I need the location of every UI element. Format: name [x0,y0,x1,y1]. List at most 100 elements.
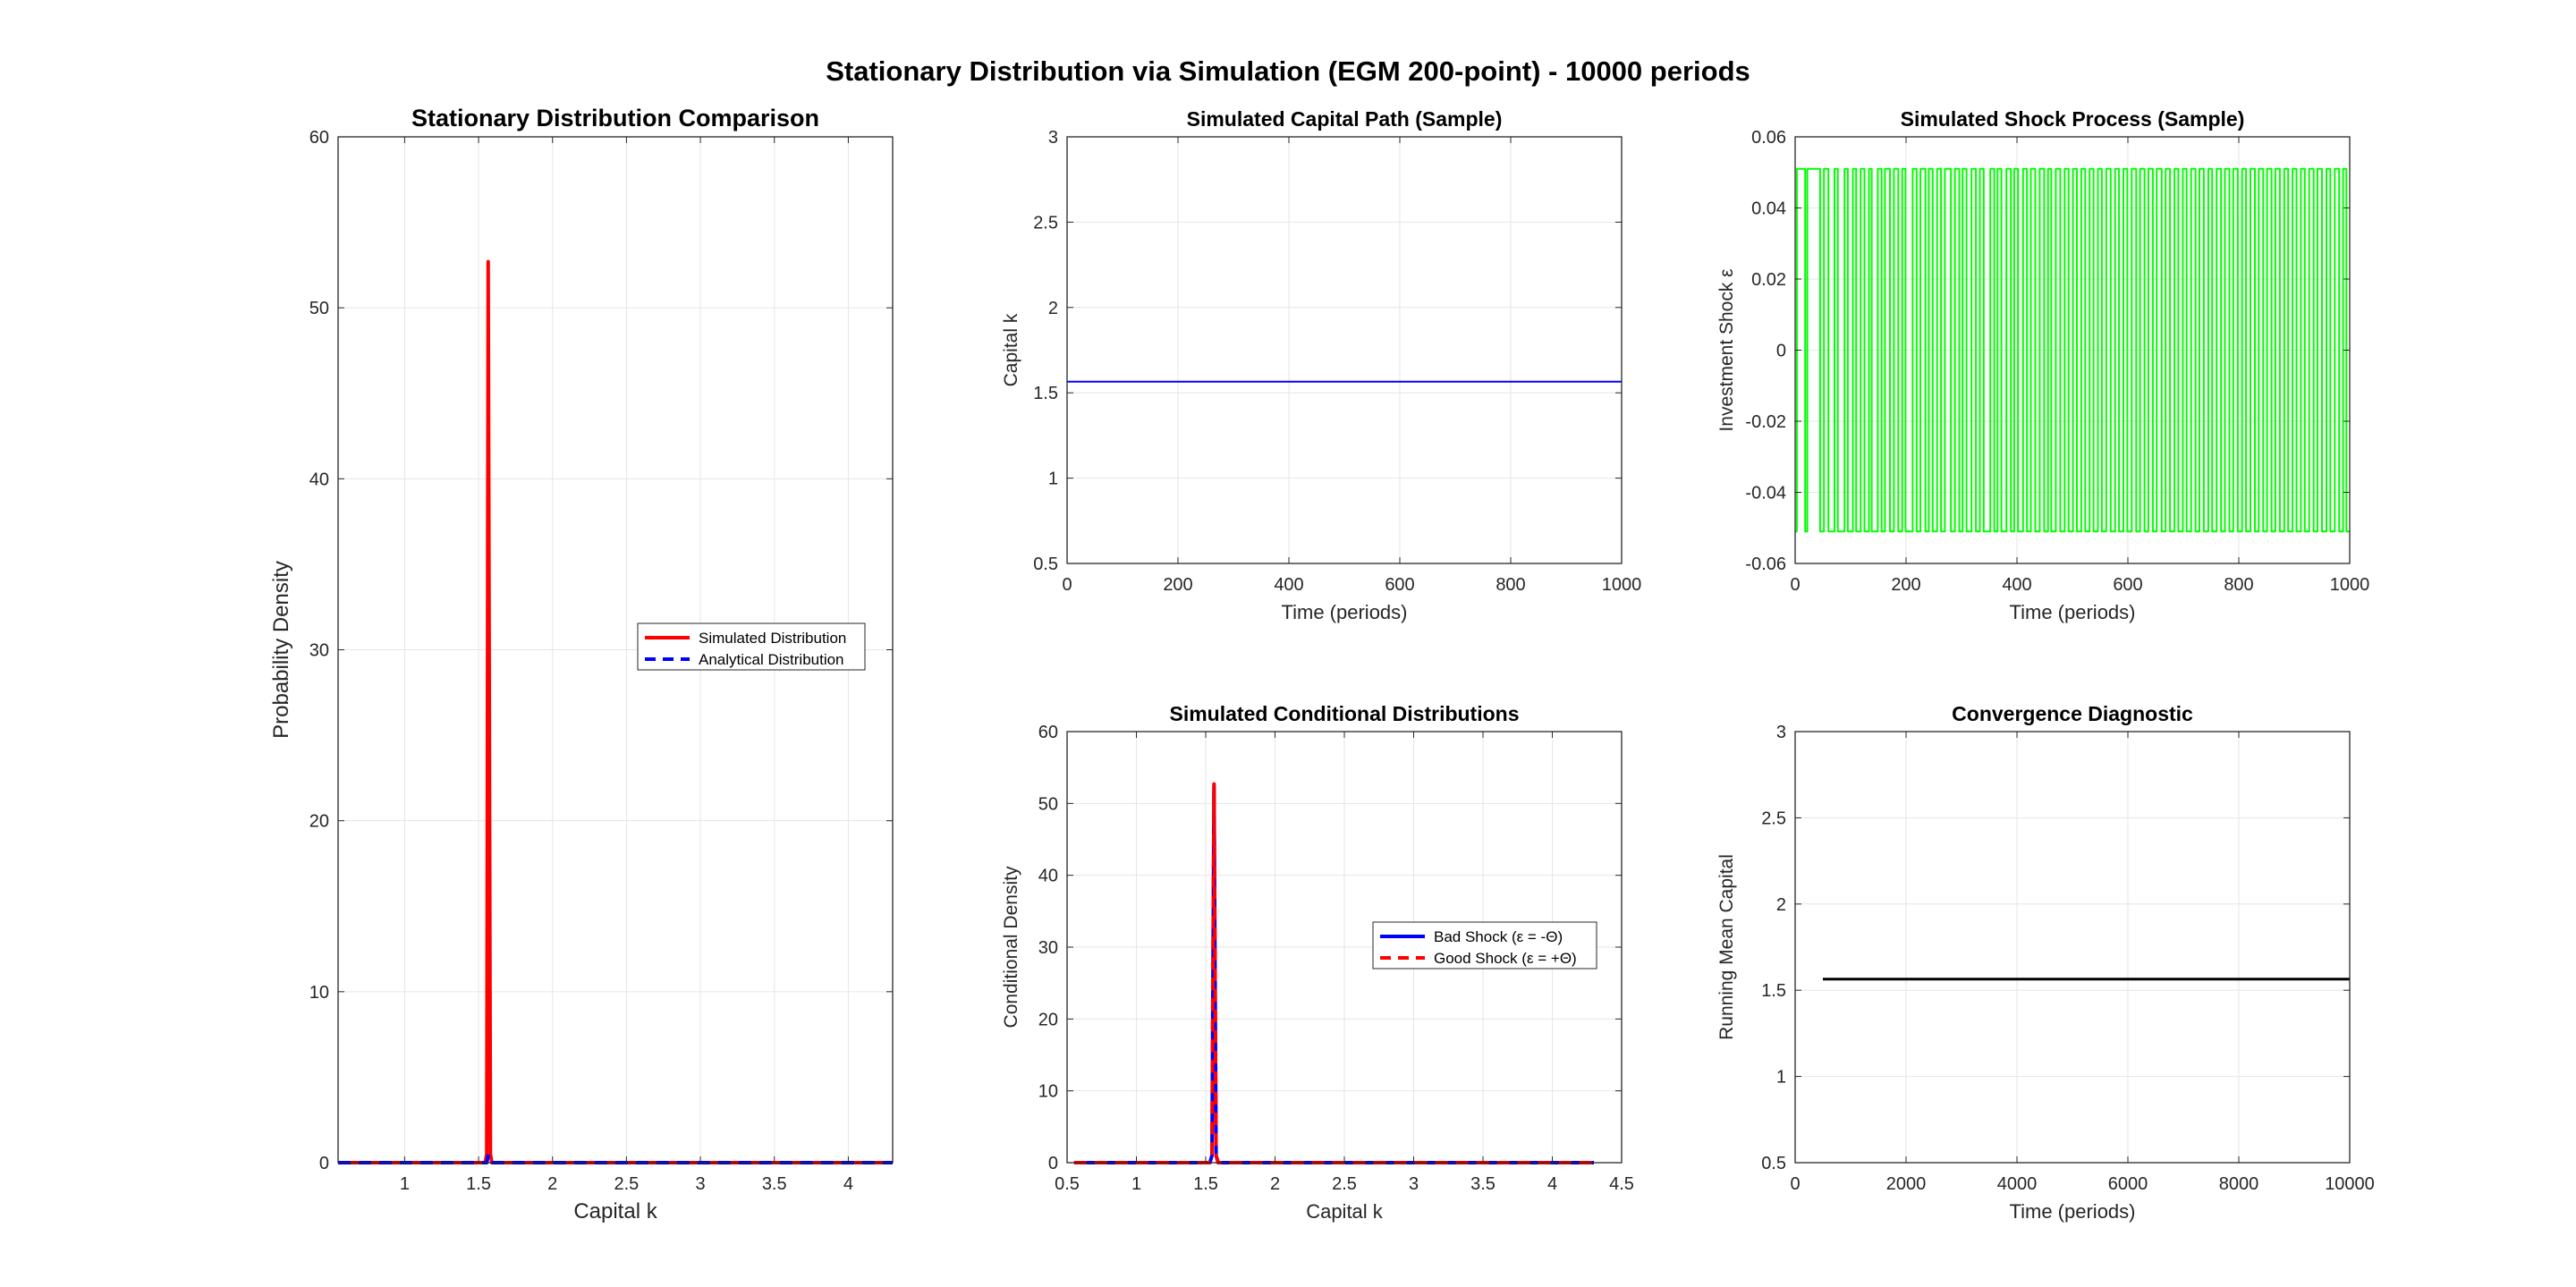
legend-label: Analytical Distribution [699,651,844,668]
x-tick-label: 800 [1496,575,1525,595]
y-tick-label: 2 [1048,299,1058,318]
y-axis-label: Conditional Density [1001,866,1021,1028]
y-tick-label: 0.02 [1751,270,1786,290]
x-tick-label: 4000 [1997,1174,2038,1194]
y-tick-label: 1 [1048,470,1058,489]
x-tick-label: 8000 [2219,1174,2259,1194]
y-tick-label: 50 [1038,794,1058,814]
legend-label: Good Shock (ε = +Θ) [1434,950,1577,967]
x-tick-label: 0 [1790,575,1800,595]
y-tick-label: 0.5 [1761,1154,1786,1173]
y-tick-label: 60 [1038,723,1058,742]
legend-label: Simulated Distribution [699,630,846,647]
x-tick-label: 1.5 [466,1174,491,1194]
y-tick-label: 40 [309,470,329,489]
y-tick-label: -0.06 [1745,555,1786,574]
legend: Simulated Distribution Analytical Distrib… [637,622,866,671]
x-tick-label: 1 [400,1174,410,1194]
x-tick-label: 4 [843,1174,853,1194]
x-axis-label: Time (periods) [2010,601,2136,623]
plot-area [1795,732,2350,1163]
y-tick-label: 30 [1038,938,1058,958]
x-tick-label: 3.5 [762,1174,787,1194]
x-tick-label: 200 [1891,575,1920,595]
y-tick-label: 0.04 [1751,199,1786,219]
x-tick-label: 0 [1790,1174,1800,1194]
axes-cap: 0 200 400 600 800 1000 0.5 1 1.5 2 2.5 3 Simulated C… [1001,107,1641,623]
y-tick-label: 0 [319,1154,329,1173]
x-tick-label: 1.5 [1193,1174,1218,1194]
x-tick-label: 2.5 [1332,1174,1357,1194]
y-tick-label: 3 [1048,128,1058,148]
y-tick-label: -0.02 [1745,412,1786,432]
x-tick-label: 3.5 [1470,1174,1496,1194]
series-group [1795,167,2350,533]
legend-box [1372,921,1597,969]
x-tick-label: 800 [2224,575,2253,595]
x-tick-label: 600 [1385,575,1414,595]
y-tick-label: 1.5 [1033,384,1058,403]
y-axis-label: Investment Shock ε [1716,268,1737,431]
x-tick-label: 3 [696,1174,706,1194]
plot-area [1067,137,1622,563]
x-tick-label: 200 [1163,575,1192,595]
axes-conv: 0 2000 4000 6000 8000 10000 0.5 1 1.5 2 2.5 3 Conver… [1716,702,2375,1223]
x-axis-label: Time (periods) [1282,601,1408,623]
x-tick-label: 2000 [1886,1174,1927,1194]
y-tick-label: 2.5 [1761,809,1786,828]
axes-title: Simulated Shock Process (Sample) [1901,107,2245,131]
axes-title: Simulated Conditional Distributions [1170,702,1520,725]
x-tick-label: 1000 [1602,575,1642,595]
axes-frame [1066,136,1623,564]
y-tick-label: -0.04 [1745,484,1786,504]
y-tick-label: 3 [1776,723,1786,742]
y-tick-label: 60 [309,128,329,148]
x-tick-label: 1000 [2330,575,2370,595]
x-axis-label: Time (periods) [2010,1200,2136,1223]
x-tick-label: 6000 [2108,1174,2148,1194]
axes-frame [1794,731,2351,1164]
y-tick-label: 50 [309,299,329,318]
x-tick-label: 10000 [2325,1174,2375,1194]
x-tick-label: 400 [2002,575,2031,595]
x-axis-label: Capital k [1306,1200,1384,1223]
legend: Bad Shock (ε = -Θ) Good Shock (ε = +Θ) [1372,921,1597,969]
x-tick-label: 0.5 [1055,1174,1080,1194]
y-tick-label: 0.5 [1033,555,1058,574]
x-tick-label: 600 [2113,575,2142,595]
x-tick-label: 4 [1547,1174,1557,1194]
y-axis-label: Running Mean Capital [1716,854,1737,1040]
y-tick-label: 30 [309,641,329,661]
x-tick-label: 2.5 [614,1174,639,1194]
figure-suptitle: Stationary Distribution via Simulation (… [826,55,1750,87]
axes-title: Simulated Capital Path (Sample) [1187,107,1503,131]
axes-shock: 0 200 400 600 800 1000 -0.06 -0.04 -0.02 0 0.02 0.0… [1716,107,2369,623]
series-line-1 [1795,167,2350,533]
y-tick-label: 2 [1776,895,1786,915]
y-tick-label: 0 [1776,342,1786,361]
y-tick-label: 1 [1776,1068,1786,1088]
axes-title: Stationary Distribution Comparison [411,105,819,131]
y-tick-label: 2.5 [1033,213,1058,233]
axes-cond: 0.5 1 1.5 2 2.5 3 3.5 4 4.5 0 10 20 30 40 50 60 Simulate… [1001,702,1634,1223]
y-axis-label: Capital k [1001,313,1021,386]
y-tick-label: 10 [309,983,329,1003]
x-tick-label: 0 [1062,575,1072,595]
x-tick-label: 2 [547,1174,557,1194]
x-tick-label: 2 [1270,1174,1280,1194]
y-tick-label: 10 [1038,1082,1058,1102]
y-tick-label: 40 [1038,867,1058,886]
x-tick-label: 1 [1131,1174,1141,1194]
x-tick-label: 400 [1274,575,1303,595]
y-tick-label: 0 [1048,1154,1058,1173]
legend-label: Bad Shock (ε = -Θ) [1434,928,1563,945]
y-tick-label: 20 [309,812,329,832]
y-tick-label: 1.5 [1761,981,1786,1001]
y-axis-label: Probability Density [269,561,293,739]
legend-box [637,622,866,671]
x-axis-label: Capital k [573,1199,657,1223]
axes-title: Convergence Diagnostic [1952,702,2193,725]
